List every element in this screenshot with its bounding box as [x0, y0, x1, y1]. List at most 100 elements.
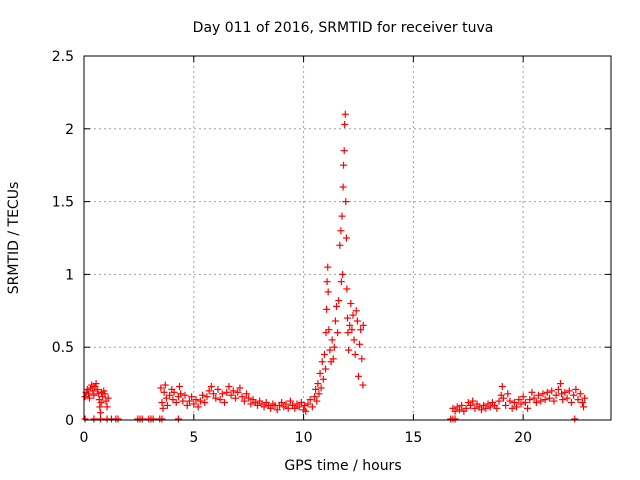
data-point	[352, 307, 360, 315]
data-point	[160, 388, 168, 396]
data-point	[93, 385, 101, 393]
y-tick-label: 0	[65, 413, 74, 429]
data-point	[337, 227, 345, 235]
data-point	[234, 388, 242, 396]
data-point	[216, 396, 224, 404]
data-point	[581, 394, 589, 402]
data-point	[339, 183, 347, 191]
data-point	[565, 387, 573, 395]
data-point	[357, 326, 365, 334]
data-point	[576, 390, 584, 398]
data-point	[194, 403, 202, 411]
y-tick-label: 1	[65, 267, 74, 283]
data-point	[349, 311, 357, 319]
data-point	[308, 403, 316, 411]
data-point	[185, 397, 193, 405]
data-point	[572, 385, 580, 393]
zero-marker	[81, 415, 89, 423]
x-tick-label: 0	[80, 430, 89, 446]
data-point	[88, 381, 96, 389]
data-point	[306, 396, 314, 404]
x-tick-label: 5	[189, 430, 198, 446]
data-point	[196, 397, 204, 405]
data-point	[335, 297, 343, 305]
data-point	[552, 391, 560, 399]
data-point	[351, 350, 359, 358]
data-point	[311, 393, 319, 401]
data-point	[515, 396, 523, 404]
data-point	[526, 396, 534, 404]
data-point	[570, 391, 578, 399]
data-point	[359, 381, 367, 389]
data-point	[495, 397, 503, 405]
data-point	[225, 383, 233, 391]
data-point	[96, 409, 104, 417]
data-point	[170, 388, 178, 396]
data-point	[546, 394, 554, 402]
data-point	[313, 397, 321, 405]
data-point	[320, 350, 328, 358]
data-point	[359, 321, 367, 329]
tick-labels: 0 5 10 15 20 0 0.5 1 1.5 2 2.5	[52, 49, 532, 446]
data-point	[221, 399, 229, 407]
data-point	[89, 387, 97, 395]
data-point	[223, 388, 231, 396]
data-point	[331, 317, 339, 325]
data-point	[212, 394, 220, 402]
x-tick-label: 15	[404, 430, 422, 446]
zero-marker	[571, 415, 579, 423]
data-point	[347, 300, 355, 308]
zero-marker	[138, 415, 146, 423]
data-point	[260, 403, 268, 411]
y-tick-label: 2	[65, 122, 74, 138]
data-point	[218, 390, 226, 398]
data-point	[342, 234, 350, 242]
data-point	[329, 355, 337, 363]
data-point	[242, 390, 250, 398]
data-point	[172, 399, 180, 407]
data-point	[324, 263, 332, 271]
zero-marker	[114, 415, 122, 423]
data-point	[561, 388, 569, 396]
data-point	[541, 396, 549, 404]
data-point	[550, 397, 558, 405]
data-point	[238, 393, 246, 401]
data-point	[325, 326, 333, 334]
data-point	[506, 397, 514, 405]
data-point	[201, 399, 209, 407]
data-point	[159, 404, 167, 412]
data-point	[316, 369, 324, 377]
grid	[84, 56, 611, 420]
data-point	[513, 403, 521, 411]
data-point	[532, 399, 540, 407]
data-point	[163, 401, 171, 409]
data-point	[345, 346, 353, 354]
data-point	[158, 399, 166, 407]
data-point	[346, 321, 354, 329]
zero-marker	[96, 415, 104, 423]
data-point	[326, 346, 334, 354]
data-point	[530, 394, 538, 402]
data-point	[477, 406, 485, 414]
data-point	[286, 397, 294, 405]
chart-title: Day 011 of 2016, SRMTID for receiver tuv…	[193, 20, 494, 36]
data-point	[519, 393, 527, 401]
data-point	[343, 285, 351, 293]
data-point	[471, 404, 479, 412]
data-point	[336, 241, 344, 249]
data-point	[323, 305, 331, 313]
data-point	[356, 340, 364, 348]
data-point	[524, 404, 532, 412]
data-point	[358, 355, 366, 363]
data-point	[181, 391, 189, 399]
data-point	[85, 394, 93, 402]
data-point	[301, 401, 309, 409]
data-point	[295, 403, 303, 411]
data-point	[229, 387, 237, 395]
data-point	[245, 394, 253, 402]
data-point	[338, 212, 346, 220]
data-point	[203, 393, 211, 401]
data-point	[199, 391, 207, 399]
data-point	[535, 391, 543, 399]
